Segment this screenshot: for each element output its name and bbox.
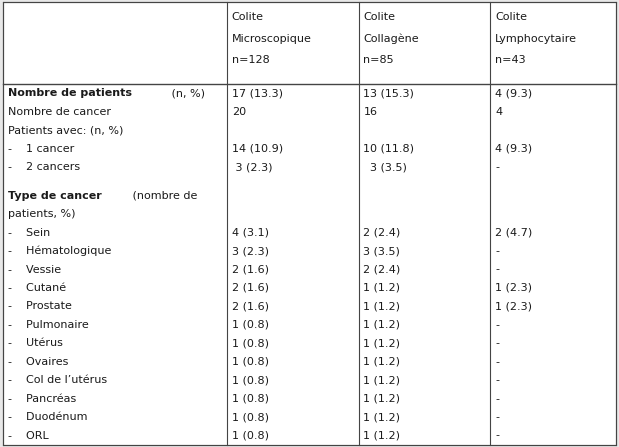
- Text: 16: 16: [363, 107, 378, 117]
- Text: 1 (1.2): 1 (1.2): [363, 357, 400, 367]
- Text: -: -: [495, 430, 500, 441]
- Text: 17 (13.3): 17 (13.3): [232, 89, 283, 98]
- Text: 4 (9.3): 4 (9.3): [495, 143, 532, 154]
- Text: 1 (1.2): 1 (1.2): [363, 283, 400, 293]
- Text: 3 (3.5): 3 (3.5): [363, 162, 407, 172]
- Text: 2 (4.7): 2 (4.7): [495, 228, 532, 238]
- Text: Collagène: Collagène: [363, 34, 419, 44]
- Text: Patients avec: (n, %): Patients avec: (n, %): [8, 125, 123, 135]
- Text: 1 (2.3): 1 (2.3): [495, 301, 532, 312]
- Text: 4 (3.1): 4 (3.1): [232, 228, 269, 238]
- Text: 3 (2.3): 3 (2.3): [232, 246, 269, 256]
- Text: Lymphocytaire: Lymphocytaire: [495, 34, 578, 44]
- Text: 4 (9.3): 4 (9.3): [495, 89, 532, 98]
- Text: 1 (1.2): 1 (1.2): [363, 338, 400, 348]
- Text: -    Pancréas: - Pancréas: [8, 394, 76, 404]
- Text: -    Utérus: - Utérus: [8, 338, 63, 348]
- Text: -    Ovaires: - Ovaires: [8, 357, 69, 367]
- Text: (n, %): (n, %): [168, 89, 205, 98]
- Text: -    Cutané: - Cutané: [8, 283, 66, 293]
- Text: 1 (0.8): 1 (0.8): [232, 357, 269, 367]
- Text: -    Pulmonaire: - Pulmonaire: [8, 320, 89, 330]
- Text: (nombre de: (nombre de: [129, 191, 197, 201]
- Text: -: -: [495, 265, 500, 274]
- Text: -    ORL: - ORL: [8, 430, 49, 441]
- Text: 1 (1.2): 1 (1.2): [363, 320, 400, 330]
- Text: 4: 4: [495, 107, 503, 117]
- Text: 1 (0.8): 1 (0.8): [232, 430, 269, 441]
- Text: -: -: [495, 357, 500, 367]
- Text: -: -: [495, 338, 500, 348]
- Text: -    Prostate: - Prostate: [8, 301, 72, 312]
- Text: -    Vessie: - Vessie: [8, 265, 61, 274]
- Text: Colite: Colite: [363, 13, 396, 22]
- Text: -    Col de l’utérus: - Col de l’utérus: [8, 375, 107, 385]
- Text: Nombre de patients: Nombre de patients: [8, 89, 132, 98]
- Text: 20: 20: [232, 107, 246, 117]
- Text: 1 (1.2): 1 (1.2): [363, 394, 400, 404]
- Text: 1 (1.2): 1 (1.2): [363, 412, 400, 422]
- Text: Microscopique: Microscopique: [232, 34, 311, 44]
- Text: 1 (0.8): 1 (0.8): [232, 375, 269, 385]
- Text: 1 (1.2): 1 (1.2): [363, 301, 400, 312]
- Text: Colite: Colite: [232, 13, 264, 22]
- Text: 10 (11.8): 10 (11.8): [363, 143, 415, 154]
- Text: -    Sein: - Sein: [8, 228, 50, 238]
- Text: -    2 cancers: - 2 cancers: [8, 162, 80, 172]
- Text: Type de cancer: Type de cancer: [8, 191, 102, 201]
- Text: 2 (2.4): 2 (2.4): [363, 228, 400, 238]
- Text: -    Duodénum: - Duodénum: [8, 412, 87, 422]
- Text: 2 (1.6): 2 (1.6): [232, 283, 269, 293]
- Text: 14 (10.9): 14 (10.9): [232, 143, 283, 154]
- Text: 1 (0.8): 1 (0.8): [232, 412, 269, 422]
- Text: n=43: n=43: [495, 55, 526, 65]
- Text: 3 (2.3): 3 (2.3): [232, 162, 272, 172]
- Text: Colite: Colite: [495, 13, 527, 22]
- Text: -: -: [495, 375, 500, 385]
- Text: 1 (0.8): 1 (0.8): [232, 338, 269, 348]
- Text: 1 (2.3): 1 (2.3): [495, 283, 532, 293]
- Text: -: -: [495, 246, 500, 256]
- Text: patients, %): patients, %): [8, 209, 76, 219]
- Text: 1 (0.8): 1 (0.8): [232, 394, 269, 404]
- Text: n=85: n=85: [363, 55, 394, 65]
- Text: 1 (1.2): 1 (1.2): [363, 375, 400, 385]
- Text: -: -: [495, 412, 500, 422]
- Text: 2 (2.4): 2 (2.4): [363, 265, 400, 274]
- Text: 1 (1.2): 1 (1.2): [363, 430, 400, 441]
- Text: Nombre de cancer: Nombre de cancer: [8, 107, 111, 117]
- Text: -    1 cancer: - 1 cancer: [8, 143, 74, 154]
- Text: n=128: n=128: [232, 55, 269, 65]
- Text: 2 (1.6): 2 (1.6): [232, 265, 269, 274]
- Text: -: -: [495, 394, 500, 404]
- Text: 2 (1.6): 2 (1.6): [232, 301, 269, 312]
- Text: 13 (15.3): 13 (15.3): [363, 89, 414, 98]
- Text: -    Hématologique: - Hématologique: [8, 246, 111, 256]
- Text: 3 (3.5): 3 (3.5): [363, 246, 400, 256]
- Text: -: -: [495, 320, 500, 330]
- Text: 1 (0.8): 1 (0.8): [232, 320, 269, 330]
- Text: -: -: [495, 162, 500, 172]
